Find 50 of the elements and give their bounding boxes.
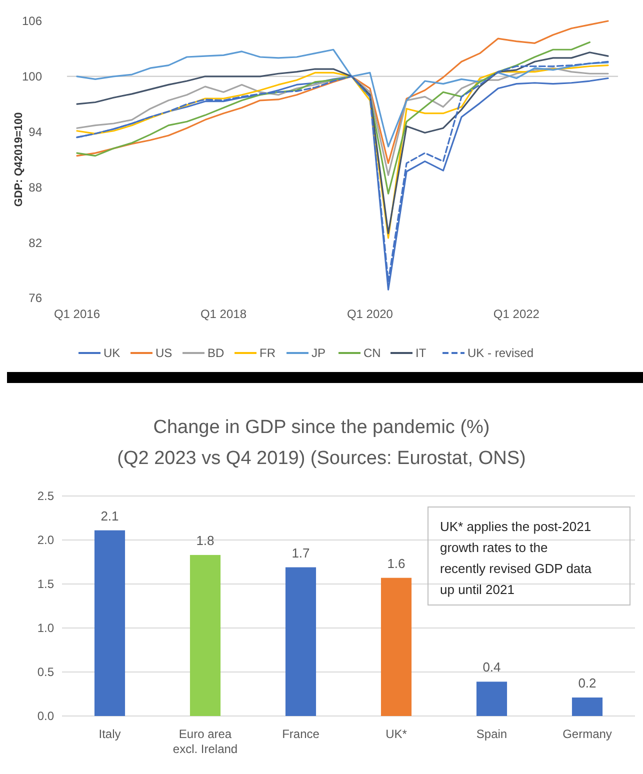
bar [476, 682, 508, 716]
legend-label: US [156, 346, 172, 360]
x-tick-label: Q1 2018 [200, 307, 247, 321]
x-tick-label: Q1 2016 [54, 307, 100, 321]
legend-label: UK [104, 346, 120, 360]
bar [572, 698, 603, 716]
line-series [76, 48, 609, 148]
data-label: 1.6 [387, 556, 406, 571]
x-tick-label: UK* [386, 727, 408, 741]
y-tick-label: 94 [28, 125, 42, 139]
legend-label: CN [364, 346, 381, 360]
y-tick-label: 1.5 [37, 577, 54, 592]
x-tick-label: Q1 2020 [346, 307, 394, 321]
y-tick-label: 88 [28, 180, 42, 194]
chart-title: Change in GDP since the pandemic (%) [153, 417, 490, 438]
y-tick-label: 1.0 [37, 621, 54, 636]
x-tick-label: France [282, 727, 320, 741]
y-tick-label: 106 [22, 14, 42, 28]
annotation: UK* applies the post-2021 growth rates to the recently revised GDP data up until 2021 [440, 519, 592, 597]
y-tick-label: 76 [28, 291, 42, 306]
y-axis-title: GDP: Q42019=100 [13, 112, 25, 207]
y-tick-label: 82 [28, 236, 42, 250]
x-tick-label: Euro area excl. Ireland [172, 727, 238, 756]
bar [94, 530, 126, 716]
bar [380, 578, 412, 716]
data-label: 1.8 [196, 532, 214, 548]
line-series [76, 20, 609, 164]
x-tick-label: Q1 2022 [493, 307, 540, 321]
chart-subtitle: (Q2 2023 vs Q4 2019) (Sources: Eurostat, ONS) [117, 448, 526, 469]
line-series [76, 67, 609, 176]
y-tick-label: 0.5 [37, 665, 54, 680]
y-tick-label: 2.0 [37, 533, 54, 548]
data-label: 1.7 [292, 545, 310, 560]
data-label: 2.1 [100, 508, 119, 524]
line-series [76, 41, 590, 194]
legend-label: UK - revised [468, 346, 534, 360]
y-tick-label: 100 [22, 70, 42, 84]
bar [190, 554, 221, 716]
legend-label: FR [260, 346, 276, 360]
data-label: 0.4 [482, 660, 501, 675]
data-label: 0.2 [578, 676, 596, 691]
legend-label: JP [312, 346, 326, 360]
bar [285, 567, 316, 716]
x-tick-label: Italy [98, 727, 121, 741]
y-tick-label: 2.5 [37, 489, 54, 504]
x-tick-label: Germany [562, 727, 612, 741]
x-tick-label: Spain [476, 727, 508, 741]
legend-label: IT [416, 346, 427, 360]
y-tick-label: 0.0 [37, 709, 54, 724]
legend-label: BD [208, 346, 225, 360]
